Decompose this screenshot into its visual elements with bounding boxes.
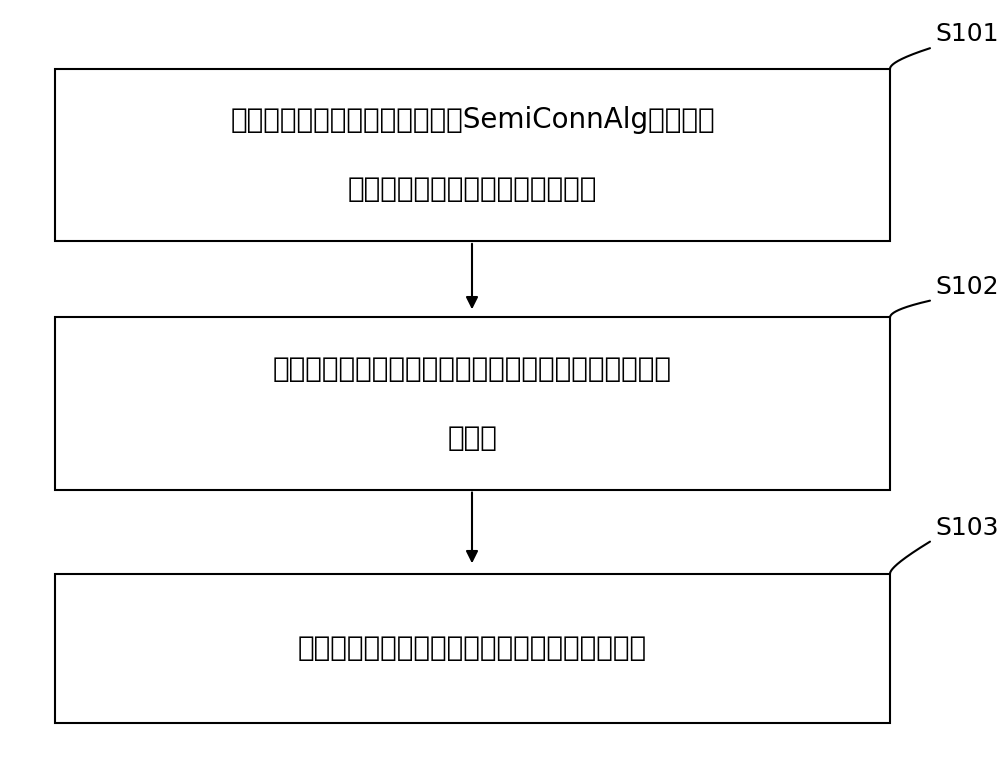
Bar: [55, 317, 890, 490]
Text: 以所述混合分段集合的形式存储所述待压缩数据: 以所述混合分段集合的形式存储所述待压缩数据: [298, 634, 647, 662]
Text: 段集合: 段集合: [448, 424, 497, 452]
Text: S103: S103: [935, 516, 998, 540]
Bar: [55, 69, 890, 241]
Text: 获取待压缩的时间序列，并基于SemiConnAlg算法将所: 获取待压缩的时间序列，并基于SemiConnAlg算法将所: [230, 106, 715, 135]
Text: S102: S102: [935, 275, 999, 299]
Text: 根据所述半连续分段集合确定所述待压缩数据的混合分: 根据所述半连续分段集合确定所述待压缩数据的混合分: [273, 355, 672, 383]
Text: 述时间序列转换为半连续分段集合: 述时间序列转换为半连续分段集合: [348, 175, 597, 203]
Bar: [55, 574, 890, 723]
Text: S101: S101: [935, 22, 998, 47]
